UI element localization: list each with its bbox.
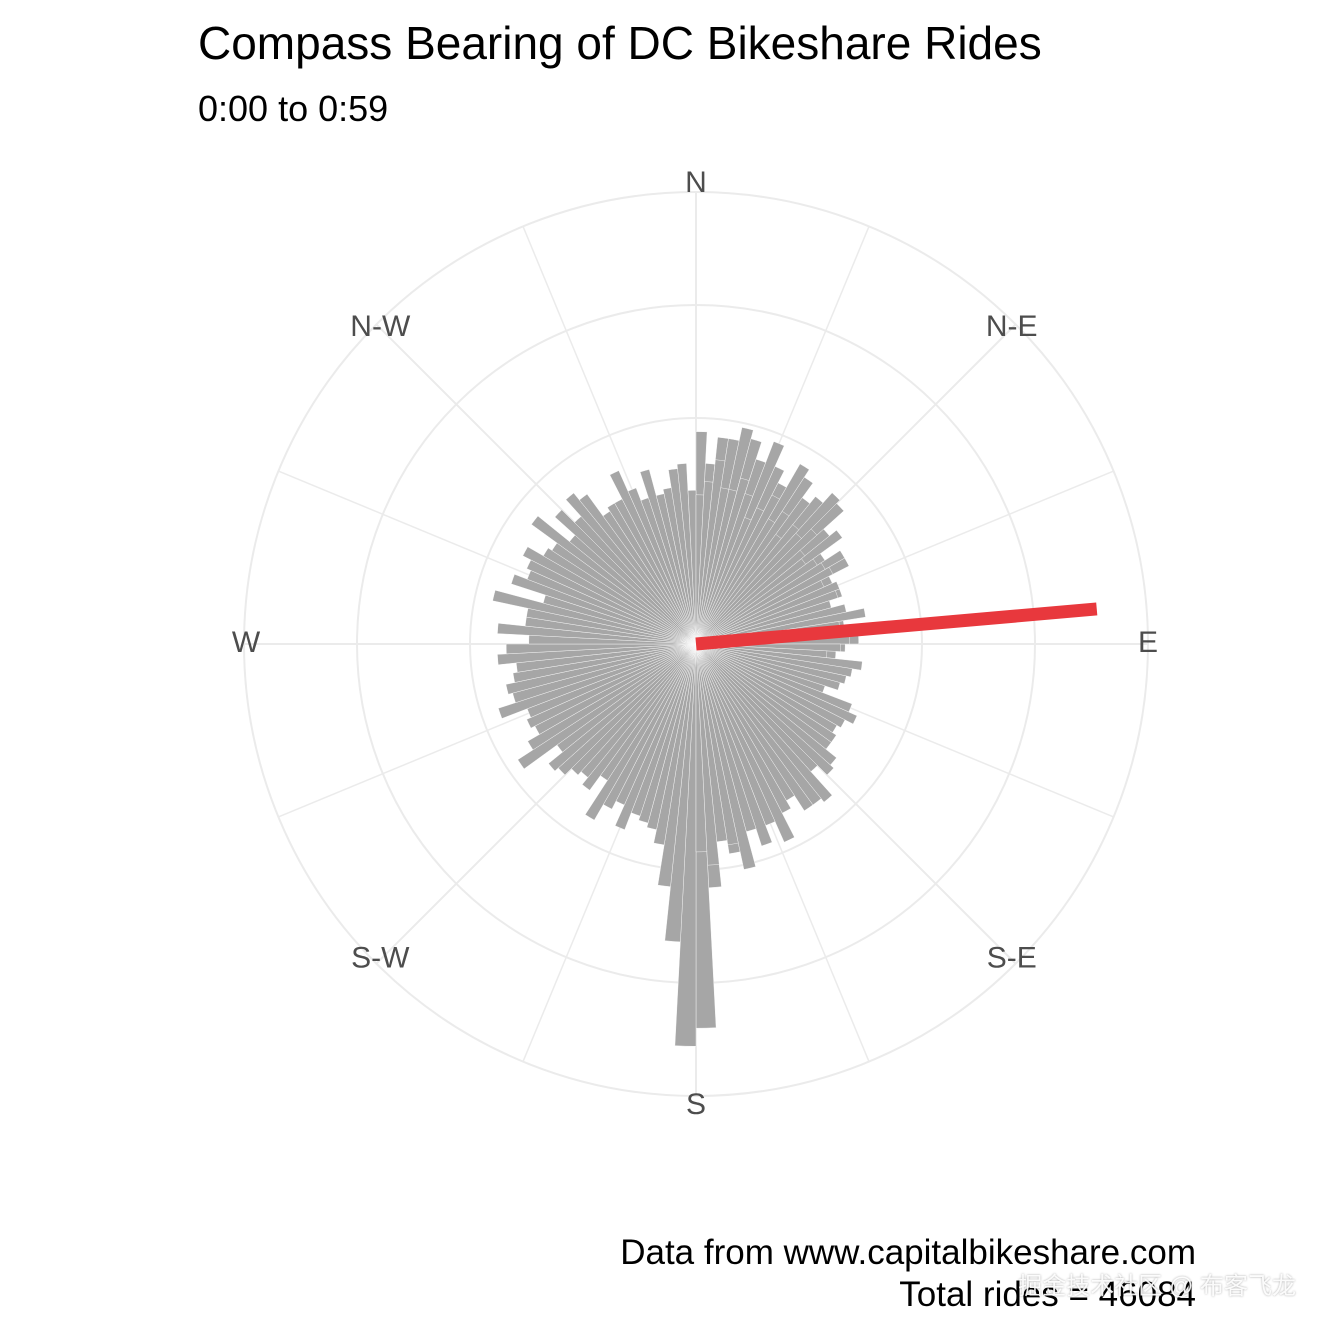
bearing-bar <box>695 643 708 853</box>
direction-label-n-e: N-E <box>986 310 1038 343</box>
bearing-bar <box>498 643 697 719</box>
bearing-bar <box>695 643 846 728</box>
bearing-bar <box>505 643 697 655</box>
bearing-bar <box>695 643 720 866</box>
bearing-bar <box>526 643 697 729</box>
bearing-bar <box>695 494 780 645</box>
bearing-bar <box>695 493 753 645</box>
bearing-bar <box>517 643 697 770</box>
bearing-bar <box>695 590 839 645</box>
bearing-bar <box>522 546 697 645</box>
bearing-bar <box>614 643 697 830</box>
caption-source: Data from www.capitalbikeshare.com <box>620 1233 1196 1272</box>
bearing-bar <box>695 581 840 645</box>
bearing-bar <box>548 643 697 772</box>
bearing-bar <box>695 643 773 847</box>
bearing-bar <box>531 515 697 645</box>
bearing-bar <box>581 643 697 791</box>
bearing-bar <box>510 574 697 645</box>
chart-subtitle: 0:00 to 0:59 <box>198 88 389 129</box>
bearing-bar <box>695 511 790 645</box>
direction-label-e: E <box>1138 626 1158 659</box>
chart-title: Compass Bearing of DC Bikeshare Rides <box>198 17 1042 69</box>
bearing-bar <box>695 643 833 803</box>
bearing-bar <box>554 509 697 645</box>
mean-bearing-segment <box>695 602 1098 651</box>
bearing-bar <box>639 469 697 645</box>
bearing-bar <box>695 643 814 812</box>
bearing-bar <box>676 463 697 645</box>
mean-bearing-line <box>695 602 1098 651</box>
direction-label-n: N <box>685 166 707 199</box>
bearing-bar <box>695 524 800 645</box>
direction-label-s: S <box>686 1088 706 1121</box>
bearing-bar <box>695 549 806 645</box>
bearing-bar <box>505 643 697 695</box>
direction-label-s-e: S-E <box>987 942 1037 975</box>
bearing-bar <box>695 643 858 725</box>
bearing-bar <box>695 643 739 846</box>
bearing-bars <box>492 427 866 1047</box>
bearing-bar <box>695 643 834 776</box>
watermark: 掘金技术社区 @ 布客飞龙 <box>1018 1273 1296 1300</box>
caption-total: Total rides = 46084 <box>899 1275 1196 1314</box>
chart-caption: Data from www.capitalbikeshare.com Total… <box>620 1232 1196 1316</box>
direction-label-n-w: N-W <box>350 310 411 343</box>
bearing-bar <box>695 643 756 870</box>
direction-labels: N N-E E S-E S S-W W N-W <box>232 166 1158 1121</box>
bearing-bar <box>695 566 834 645</box>
bearing-bar <box>609 470 697 645</box>
bearing-bar <box>695 528 818 645</box>
bearing-bar <box>627 487 697 645</box>
bearing-bar <box>527 643 697 751</box>
bearing-bar <box>543 547 697 645</box>
bearing-bar <box>497 643 697 666</box>
bearing-bar <box>565 492 697 645</box>
bearing-bar <box>695 643 795 843</box>
bearing-bar <box>512 643 697 683</box>
direction-label-w: W <box>232 626 261 659</box>
bearing-bar <box>638 643 697 824</box>
bearing-bar <box>579 493 697 645</box>
bearing-bar <box>584 643 697 821</box>
direction-label-s-w: S-W <box>351 942 410 975</box>
bearing-bar <box>687 490 697 645</box>
